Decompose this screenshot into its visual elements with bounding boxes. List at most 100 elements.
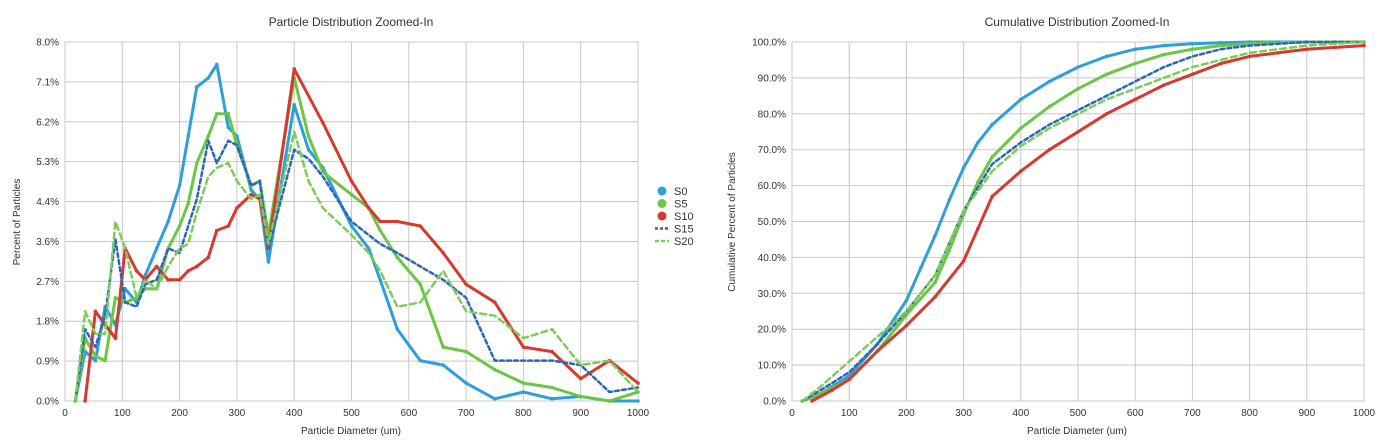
data-point-s5 xyxy=(395,255,400,260)
data-point-s0 xyxy=(93,358,98,363)
data-point-s5 xyxy=(378,228,383,233)
x-tick-label: 600 xyxy=(1127,408,1144,419)
legend-label: S10 xyxy=(674,211,694,223)
data-point-s10 xyxy=(195,264,199,269)
x-tick-label: 500 xyxy=(343,408,360,419)
legend-item-s15: S15 xyxy=(655,224,694,236)
y-tick-label: 6.2% xyxy=(36,117,59,128)
x-tick-label: 200 xyxy=(171,408,188,419)
x-tick-label: 0 xyxy=(789,408,795,419)
data-point-s0 xyxy=(143,273,147,278)
data-point-s10 xyxy=(186,269,190,273)
y-tick-label: 10.0% xyxy=(758,361,786,372)
data-point-s0 xyxy=(177,183,182,188)
data-point-s0 xyxy=(933,234,937,238)
data-point-s5 xyxy=(521,381,526,385)
data-point-s5 xyxy=(321,170,325,174)
y-tick-label: 5.3% xyxy=(36,157,59,168)
y-tick-label: 70.0% xyxy=(758,145,786,156)
grid xyxy=(64,41,639,402)
data-point-s10 xyxy=(493,300,497,305)
data-point-s5 xyxy=(113,296,118,300)
data-point-s0 xyxy=(418,358,423,363)
data-point-s10 xyxy=(249,192,253,197)
data-point-s10 xyxy=(830,388,834,393)
data-point-s10 xyxy=(464,282,468,287)
data-point-s5 xyxy=(607,399,612,403)
data-point-s5 xyxy=(493,367,497,372)
data-point-s10 xyxy=(206,255,211,260)
data-point-s0 xyxy=(961,165,966,170)
data-point-s0 xyxy=(947,198,952,202)
data-point-s10 xyxy=(1276,51,1280,55)
data-point-s10 xyxy=(1305,47,1309,51)
data-point-s10 xyxy=(441,251,446,255)
x-tick-label: 1000 xyxy=(1353,408,1376,419)
data-point-s10 xyxy=(177,278,182,282)
y-tick-label: 100.0% xyxy=(752,38,786,49)
data-point-s0 xyxy=(550,397,554,401)
data-point-s5 xyxy=(195,161,199,165)
series-lines xyxy=(73,62,640,403)
legend-marker xyxy=(657,211,667,221)
data-point-s10 xyxy=(1190,72,1195,77)
data-point-s10 xyxy=(1162,83,1166,87)
x-tick-label: 800 xyxy=(1241,408,1258,419)
series-line-s15 xyxy=(801,40,1366,403)
data-point-s10 xyxy=(366,206,371,210)
data-point-s10 xyxy=(976,226,980,231)
series-line-s0 xyxy=(800,40,1366,403)
data-point-s10 xyxy=(292,67,297,71)
data-point-s10 xyxy=(1076,130,1080,134)
data-point-s0 xyxy=(1019,97,1023,102)
x-tick-label: 1000 xyxy=(627,408,650,419)
data-point-s10 xyxy=(1047,147,1052,152)
data-point-s10 xyxy=(134,269,139,273)
y-tick-label: 80.0% xyxy=(758,109,786,120)
data-point-s10 xyxy=(378,219,383,224)
data-point-s10 xyxy=(1133,97,1137,102)
series-line-s15 xyxy=(74,139,640,403)
data-point-s5 xyxy=(206,134,211,138)
x-tick-label: 0 xyxy=(62,408,68,419)
data-point-s0 xyxy=(226,125,231,130)
data-point-s0 xyxy=(306,147,311,152)
data-point-s5 xyxy=(578,394,583,399)
x-tick-label: 400 xyxy=(286,408,303,419)
data-point-s10 xyxy=(166,278,170,282)
grid xyxy=(791,41,1365,402)
data-point-s10 xyxy=(226,224,231,228)
data-point-s10 xyxy=(83,399,87,403)
data-point-s0 xyxy=(395,327,400,332)
y-tick-label: 7.1% xyxy=(36,77,59,88)
data-point-s5 xyxy=(349,192,354,197)
data-point-s5 xyxy=(464,349,468,354)
x-tick-label: 300 xyxy=(229,408,246,419)
data-point-s10 xyxy=(961,259,966,263)
data-point-s5 xyxy=(1104,72,1109,77)
legend-label: S0 xyxy=(674,186,687,198)
data-point-s0 xyxy=(1162,43,1166,48)
y-tick-label: 20.0% xyxy=(758,325,786,336)
data-point-s5 xyxy=(1190,47,1195,51)
x-tick-label: 900 xyxy=(572,408,589,419)
y-tick-label: 0.9% xyxy=(36,357,59,368)
series-line-s10 xyxy=(810,44,1366,403)
data-point-s5 xyxy=(226,112,231,116)
data-point-s0 xyxy=(249,188,253,192)
legend-label: S15 xyxy=(674,224,694,236)
legend-marker xyxy=(657,186,667,196)
data-point-s0 xyxy=(493,397,497,401)
x-tick-label: 500 xyxy=(1070,408,1087,419)
data-point-s10 xyxy=(521,345,526,349)
data-point-s5 xyxy=(1219,43,1223,48)
data-point-s0 xyxy=(1076,65,1080,69)
data-point-s0 xyxy=(215,62,219,67)
x-axis-label: Particle Diameter (um) xyxy=(1027,426,1127,437)
x-tick-label: 400 xyxy=(1012,408,1029,419)
data-point-s0 xyxy=(976,140,980,145)
legend-marker xyxy=(657,199,667,208)
